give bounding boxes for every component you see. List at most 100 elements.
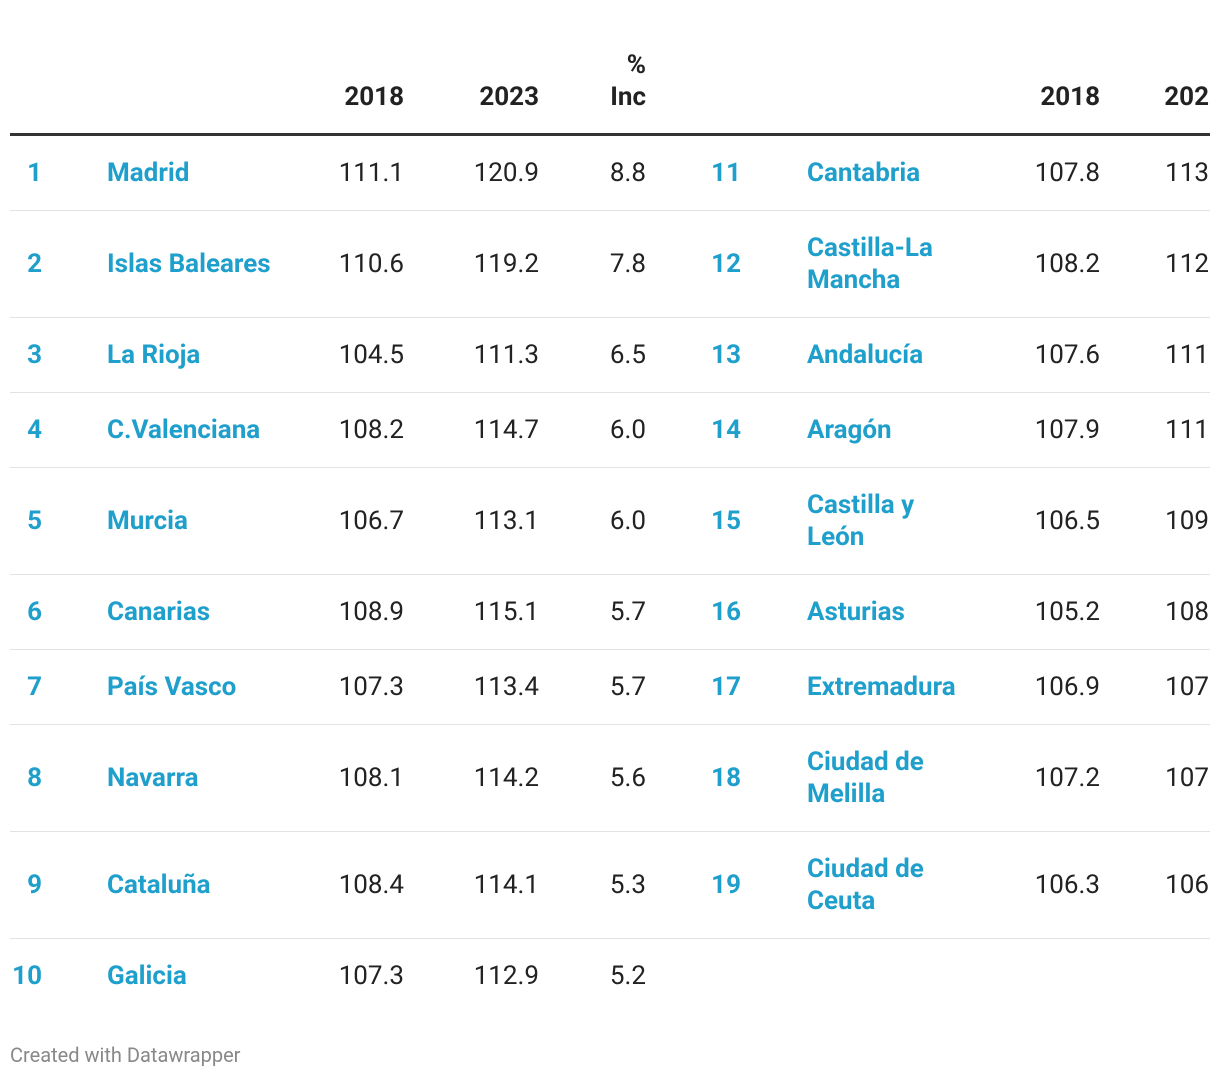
column-header: 2018 xyxy=(1000,0,1101,136)
footer: Created with Datawrapper xyxy=(10,1043,241,1067)
rank: 4 xyxy=(27,414,42,445)
value-cell: 113 xyxy=(1165,157,1209,188)
table-row: 4 C.Valenciana 108.2 114.7 6.0 14 Aragón 107.9 1… xyxy=(10,392,1210,467)
value-cell: 111 xyxy=(1165,414,1209,445)
region-name: Asturias xyxy=(807,596,905,627)
value-cell: 8.8 xyxy=(609,157,646,188)
table-row: 8 Navarra 108.1 114.2 5.6 18 Ciudad de Melilla… xyxy=(10,724,1210,831)
table-row: 2 Islas Baleares 110.6 119.2 7.8 12 Castilla-L… xyxy=(10,210,1210,317)
value-cell: 108 xyxy=(1165,596,1209,627)
region-name: Galicia xyxy=(107,960,187,991)
value-cell: 106.3 xyxy=(1034,869,1100,900)
empty-cell xyxy=(742,938,1000,1013)
value-cell: 107.6 xyxy=(1034,339,1100,370)
table-container: 2018 2023% Inc 2018 202 1 Madrid 111.1 120.9 8.… xyxy=(10,0,1210,1013)
table-header: 2018 2023% Inc 2018 202 xyxy=(10,0,1210,136)
value-cell: 5.7 xyxy=(609,596,646,627)
data-table: 2018 2023% Inc 2018 202 1 Madrid 111.1 120.9 8.… xyxy=(10,0,1210,1013)
rank: 11 xyxy=(711,157,741,188)
table-row: 9 Cataluña 108.4 114.1 5.3 19 Ciudad de Ceuta 1… xyxy=(10,831,1210,938)
value-cell: 108.2 xyxy=(338,414,404,445)
value-cell: 106.5 xyxy=(1034,505,1100,536)
value-cell: 120.9 xyxy=(473,157,539,188)
rank: 16 xyxy=(711,596,741,627)
region-name: Extremadura xyxy=(807,671,956,702)
header-cell xyxy=(100,0,320,136)
region-name: Aragón xyxy=(807,414,892,445)
column-header: 2023 xyxy=(405,0,540,136)
value-cell: 107.3 xyxy=(338,960,404,991)
region-name: Murcia xyxy=(107,505,188,536)
value-cell: 112 xyxy=(1165,248,1209,279)
value-cell: 114.2 xyxy=(473,762,539,793)
table-body: 1 Madrid 111.1 120.9 8.8 11 Cantabria 107.8 113 2… xyxy=(10,134,1210,1013)
table-row: 1 Madrid 111.1 120.9 8.8 11 Cantabria 107.8 113 xyxy=(10,134,1210,210)
rank: 18 xyxy=(711,762,741,793)
value-cell: 6.0 xyxy=(609,505,646,536)
value-cell: 107 xyxy=(1165,762,1209,793)
rank: 8 xyxy=(27,762,42,793)
rank: 15 xyxy=(711,505,741,536)
table-row: 3 La Rioja 104.5 111.3 6.5 13 Andalucía 107.6 11… xyxy=(10,317,1210,392)
value-cell: 110.6 xyxy=(338,248,404,279)
value-cell: 108.1 xyxy=(338,762,404,793)
header-cell xyxy=(10,0,100,136)
rank: 10 xyxy=(12,960,42,991)
rank: 17 xyxy=(711,671,741,702)
value-cell: 107.8 xyxy=(1034,157,1100,188)
header-cell xyxy=(647,0,742,136)
value-cell: 107.9 xyxy=(1034,414,1100,445)
value-cell: 112.9 xyxy=(473,960,539,991)
region-name: Islas Baleares xyxy=(107,248,271,279)
value-cell: 106 xyxy=(1165,869,1209,900)
rank: 2 xyxy=(27,248,42,279)
value-cell: 119.2 xyxy=(473,248,539,279)
region-name: Madrid xyxy=(107,157,190,188)
region-name: La Rioja xyxy=(107,339,201,370)
region-name: C.Valenciana xyxy=(107,414,261,445)
region-name: Navarra xyxy=(107,762,199,793)
value-cell: 113.1 xyxy=(473,505,539,536)
table-row: 10 Galicia 107.3 112.9 5.2 xyxy=(10,938,1210,1013)
value-cell: 109 xyxy=(1165,505,1209,536)
table-row: 7 País Vasco 107.3 113.4 5.7 17 Extremadura 106… xyxy=(10,649,1210,724)
region-name: País Vasco xyxy=(107,671,237,702)
value-cell: 5.3 xyxy=(609,869,646,900)
value-cell: 6.5 xyxy=(609,339,646,370)
empty-cell xyxy=(1101,938,1210,1013)
rank: 1 xyxy=(27,157,42,188)
region-name: Cantabria xyxy=(807,157,921,188)
value-cell: 106.7 xyxy=(338,505,404,536)
region-name: Andalucía xyxy=(807,339,924,370)
region-name: Castilla-La Mancha xyxy=(807,232,933,295)
value-cell: 6.0 xyxy=(609,414,646,445)
value-cell: 107.3 xyxy=(338,671,404,702)
value-cell: 107.2 xyxy=(1034,762,1100,793)
region-name: Canarias xyxy=(107,596,211,627)
value-cell: 111 xyxy=(1165,339,1209,370)
region-name: Ciudad de Ceuta xyxy=(807,853,924,916)
value-cell: 105.2 xyxy=(1034,596,1100,627)
empty-cell xyxy=(647,938,742,1013)
value-cell: 115.1 xyxy=(473,596,539,627)
value-cell: 114.1 xyxy=(473,869,539,900)
rank: 12 xyxy=(711,248,741,279)
value-cell: 111.3 xyxy=(473,339,539,370)
value-cell: 111.1 xyxy=(338,157,404,188)
region-name: Castilla y León xyxy=(807,489,915,552)
rank: 13 xyxy=(711,339,741,370)
rank: 5 xyxy=(27,505,42,536)
value-cell: 5.7 xyxy=(609,671,646,702)
region-name: Ciudad de Melilla xyxy=(807,746,924,809)
value-cell: 108.2 xyxy=(1034,248,1100,279)
value-cell: 108.4 xyxy=(338,869,404,900)
rank: 9 xyxy=(27,869,42,900)
table-row: 6 Canarias 108.9 115.1 5.7 16 Asturias 105.2 108 xyxy=(10,574,1210,649)
rank: 19 xyxy=(711,869,741,900)
rank: 14 xyxy=(711,414,741,445)
region-name: Cataluña xyxy=(107,869,211,900)
value-cell: 108.9 xyxy=(338,596,404,627)
value-cell: 107 xyxy=(1165,671,1209,702)
column-header: 202 xyxy=(1101,0,1210,136)
